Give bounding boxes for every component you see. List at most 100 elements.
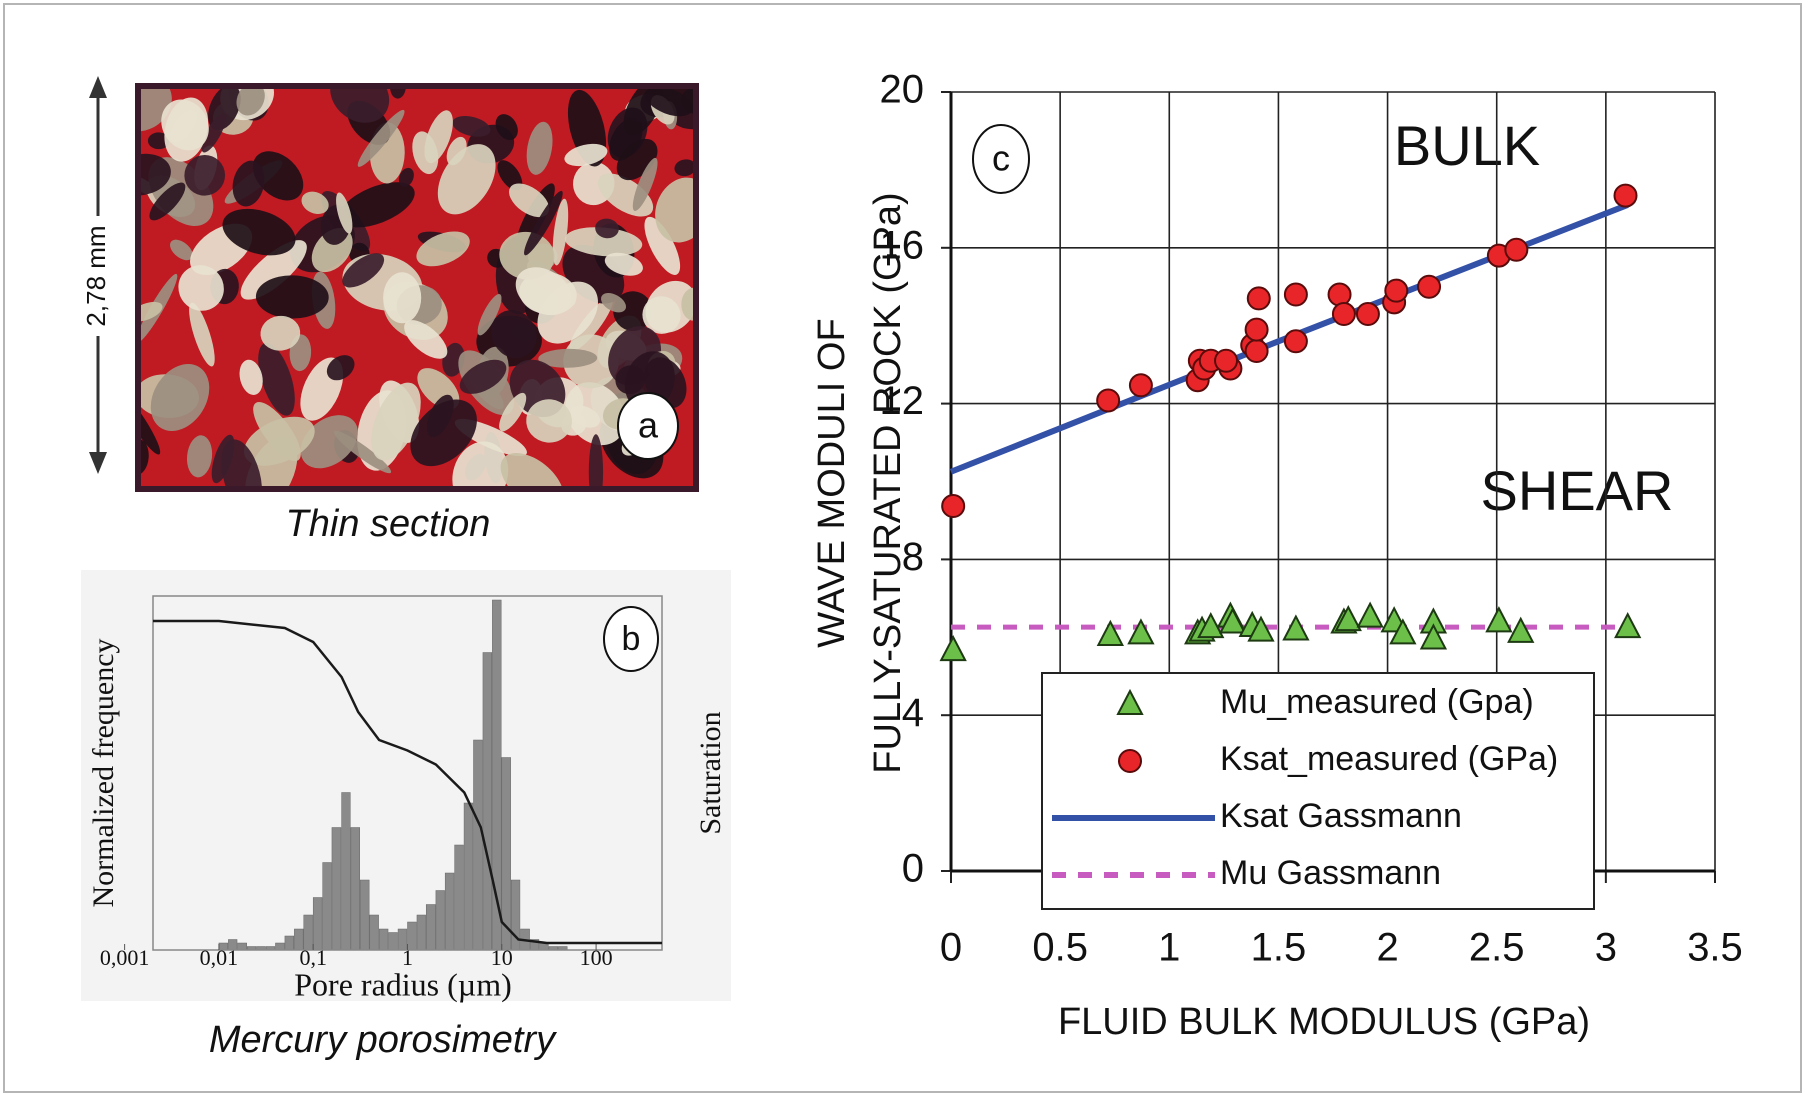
grain: [178, 265, 224, 311]
grain: [674, 159, 696, 177]
point: [1331, 302, 1356, 327]
point: [1283, 329, 1308, 354]
thin-section-photo: [138, 86, 696, 489]
x-tick-label: 100: [580, 945, 613, 970]
grain: [595, 218, 619, 239]
point: [1485, 606, 1513, 633]
x-tick-label: 3.5: [1687, 926, 1743, 970]
point: [941, 494, 966, 519]
point: [1356, 601, 1384, 628]
x-tick-label: 0: [940, 926, 962, 970]
scale-label: 2,78 mm: [81, 225, 111, 326]
grain: [239, 359, 263, 395]
panel-label-circle: [617, 392, 679, 460]
grain: [138, 153, 171, 196]
point: [1246, 286, 1271, 311]
grain: [184, 154, 226, 196]
panel-label: c: [992, 138, 1010, 179]
bar: [388, 932, 398, 951]
grain: [336, 192, 353, 234]
y-axis-title: WAVE MODULI OF: [811, 318, 853, 647]
point: [1244, 317, 1269, 342]
point: [1247, 615, 1275, 642]
grain: [398, 167, 414, 187]
x-tick-label: 0,001: [100, 945, 150, 970]
annotation: BULK: [1394, 114, 1540, 177]
grain: [526, 399, 573, 443]
grain: [655, 177, 696, 243]
point: [1389, 618, 1417, 645]
bar: [369, 914, 379, 951]
x-tick-label: 2: [1376, 926, 1398, 970]
y-tick-label: 20: [880, 68, 925, 112]
panel-label-circle: [603, 606, 659, 672]
y-axis-title: Normalized frequency: [87, 638, 120, 907]
bar: [284, 935, 294, 951]
bar: [331, 827, 342, 951]
legend-label: Mu_measured (Gpa): [1220, 683, 1534, 721]
bar: [463, 802, 474, 951]
grain: [301, 191, 329, 215]
caption: Mercury porosimetry: [209, 1019, 557, 1061]
panel-label: a: [638, 405, 659, 446]
grain: [509, 183, 550, 218]
grain: [452, 441, 509, 489]
point: [1417, 274, 1442, 299]
point: [1244, 339, 1269, 364]
grain: [255, 275, 329, 319]
grain: [604, 252, 643, 276]
grain: [601, 293, 627, 313]
panel-label-circle: [972, 124, 1030, 194]
bar: [473, 739, 483, 951]
x-tick-label: 0.5: [1032, 926, 1088, 970]
grain: [383, 272, 422, 324]
annotation: SHEAR: [1481, 459, 1674, 522]
y2-axis-title: Saturation: [694, 711, 727, 834]
grain: [491, 310, 537, 359]
x-tick-label: 1: [1158, 926, 1180, 970]
point: [1384, 278, 1409, 303]
grain: [424, 110, 453, 164]
grain: [240, 240, 307, 300]
bar: [341, 792, 351, 951]
y-tick-label: 8: [902, 535, 924, 579]
scale-arrow: [89, 76, 107, 98]
point: [1218, 607, 1247, 634]
bar: [312, 897, 323, 951]
y-tick-label: 0: [902, 847, 924, 891]
bar: [444, 872, 455, 951]
point: [1507, 616, 1535, 643]
grain: [645, 86, 693, 117]
legend-label: Ksat_measured (GPa): [1220, 740, 1558, 778]
grain: [564, 227, 643, 257]
legend-swatch: [1116, 688, 1144, 715]
x-tick-label: 1: [402, 945, 413, 970]
bar: [454, 844, 464, 951]
bar: [350, 827, 360, 951]
grain: [570, 405, 601, 428]
bar: [425, 904, 436, 951]
bar: [322, 862, 332, 951]
legend-label: Ksat Gassmann: [1220, 797, 1462, 835]
grain: [258, 342, 295, 416]
grain: [245, 436, 298, 489]
bar: [416, 914, 426, 951]
grain: [357, 109, 405, 167]
point: [1283, 282, 1308, 307]
bar: [360, 879, 370, 951]
grain: [644, 216, 681, 275]
panel-label: b: [622, 620, 641, 658]
grain: [446, 136, 467, 166]
point: [1128, 373, 1153, 398]
bar: [501, 757, 511, 951]
grain: [538, 348, 598, 368]
grain: [642, 296, 681, 334]
scale-arrow: [89, 452, 107, 474]
grain: [515, 267, 572, 316]
x-tick-label: 1.5: [1251, 926, 1307, 970]
grain: [149, 182, 186, 221]
saturation-curve: [153, 619, 662, 945]
grain: [138, 301, 163, 322]
grain: [632, 157, 658, 211]
